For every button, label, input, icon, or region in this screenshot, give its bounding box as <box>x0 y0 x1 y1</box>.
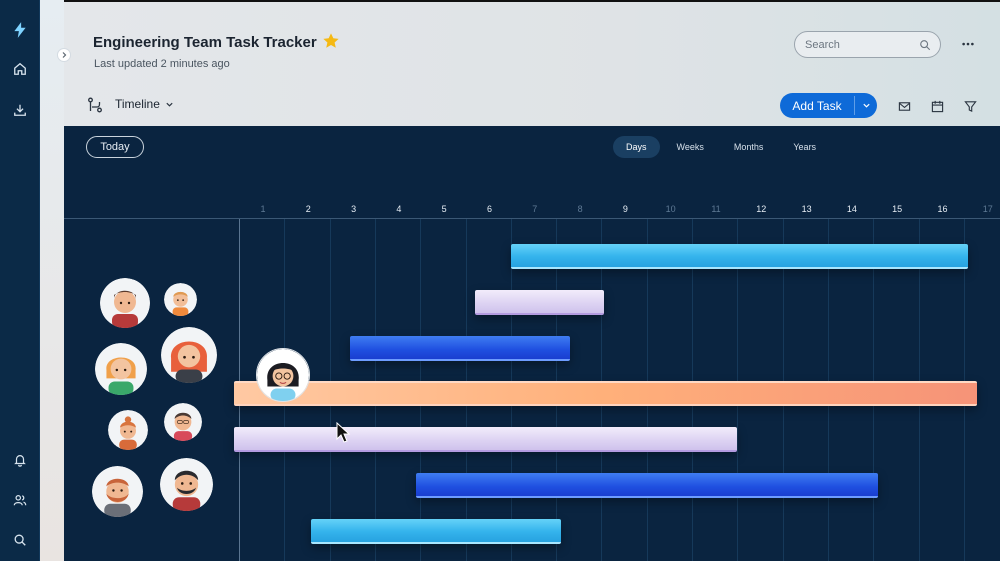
day-label: 13 <box>801 204 812 214</box>
day-label: 2 <box>305 204 311 214</box>
team-member-avatar[interactable] <box>92 466 143 517</box>
task-bar[interactable] <box>234 427 738 453</box>
day-label: 15 <box>892 204 903 214</box>
calendar-icon[interactable] <box>929 98 945 114</box>
mouse-pointer-icon <box>336 421 352 444</box>
task-bar[interactable] <box>415 473 878 498</box>
add-task-separator <box>854 96 855 115</box>
add-task-label: Add Task <box>792 98 842 113</box>
task-bar[interactable] <box>474 289 604 315</box>
day-label: 3 <box>351 204 357 214</box>
day-label: 1 <box>260 204 266 214</box>
view-selector-label: Timeline <box>115 97 160 111</box>
team-member-avatar[interactable] <box>164 403 202 441</box>
task-bar[interactable] <box>510 244 969 269</box>
timeline-axis <box>64 218 1000 219</box>
team-member-avatar[interactable] <box>108 410 148 450</box>
day-label: 11 <box>711 204 721 214</box>
mail-icon[interactable] <box>896 98 912 114</box>
search-icon <box>920 40 931 51</box>
time-scale-tabs: Days Weeks Months Years <box>613 136 829 158</box>
team-member-avatar[interactable] <box>161 327 217 383</box>
users-icon[interactable] <box>8 488 32 512</box>
view-selector[interactable]: Timeline <box>115 97 174 111</box>
task-bar[interactable] <box>349 335 570 361</box>
day-label: 12 <box>756 204 767 214</box>
timeline-view-icon <box>87 97 103 113</box>
more-options-icon[interactable] <box>960 36 976 52</box>
home-icon[interactable] <box>8 57 32 81</box>
tab-months[interactable]: Months <box>733 142 764 152</box>
day-label: 10 <box>665 204 676 214</box>
bell-icon[interactable] <box>8 448 32 472</box>
day-label: 7 <box>532 204 538 214</box>
day-label: 17 <box>982 204 993 214</box>
day-label: 8 <box>577 204 583 214</box>
chevron-right-icon <box>62 52 67 58</box>
tab-weeks[interactable]: Weeks <box>676 142 704 152</box>
day-label: 6 <box>486 204 492 214</box>
assignee-avatar[interactable] <box>256 348 310 402</box>
last-updated: Last updated 2 minutes ago <box>94 58 230 70</box>
expand-sidebar-button[interactable] <box>57 48 71 62</box>
search-box[interactable] <box>794 31 941 58</box>
tab-days[interactable]: Days <box>613 136 660 158</box>
search-icon[interactable] <box>8 528 32 552</box>
team-member-avatar[interactable] <box>164 283 197 316</box>
team-member-avatar[interactable] <box>160 458 213 511</box>
day-label: 5 <box>441 204 447 214</box>
download-icon[interactable] <box>8 98 32 122</box>
add-task-dropdown[interactable] <box>855 101 877 110</box>
app-logo-icon[interactable] <box>8 18 32 42</box>
task-bar[interactable] <box>311 518 561 544</box>
task-bar[interactable] <box>234 381 978 407</box>
add-task-button[interactable]: Add Task <box>780 93 877 118</box>
search-input[interactable] <box>805 38 915 51</box>
filter-icon[interactable] <box>962 98 978 114</box>
day-label: 14 <box>846 204 857 214</box>
team-member-avatar[interactable] <box>100 278 150 328</box>
left-rail <box>0 0 40 561</box>
team-member-avatar[interactable] <box>95 343 147 395</box>
page-title: Engineering Team Task Tracker <box>93 34 317 51</box>
page-header: Engineering Team Task Tracker Last updat… <box>64 0 1000 126</box>
chevron-down-icon <box>166 102 173 107</box>
today-button[interactable]: Today <box>86 136 144 158</box>
chevron-down-icon <box>862 103 870 108</box>
favorite-star-icon[interactable] <box>322 32 340 50</box>
day-label: 9 <box>622 204 628 214</box>
tab-years[interactable]: Years <box>793 142 817 152</box>
day-label: 4 <box>396 204 402 214</box>
day-label: 16 <box>937 204 948 214</box>
sidebar-edge <box>40 0 64 561</box>
